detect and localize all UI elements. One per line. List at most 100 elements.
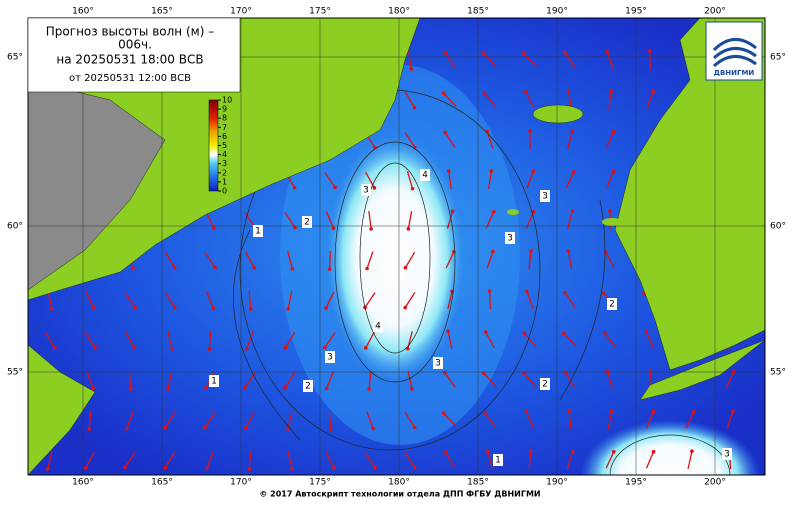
wave-arrow-head bbox=[483, 91, 487, 95]
wave-arrow-head bbox=[131, 267, 135, 271]
wave-arrow-head bbox=[413, 466, 417, 470]
lon-label: 165° bbox=[151, 478, 173, 488]
wave-arrow-head bbox=[204, 386, 208, 390]
wave-arrow-head bbox=[649, 369, 653, 373]
contour-label: 3 bbox=[542, 192, 548, 202]
lat-label: 65° bbox=[7, 53, 23, 63]
wave-arrow-head bbox=[243, 386, 247, 390]
wave-arrow-head bbox=[293, 186, 297, 190]
wave-arrow-head bbox=[248, 467, 252, 471]
wave-arrow-head bbox=[53, 346, 57, 350]
wave-arrow-head bbox=[564, 370, 568, 374]
wave-arrow-head bbox=[692, 410, 696, 414]
island bbox=[602, 218, 622, 226]
title-line: 006ч. bbox=[118, 38, 152, 52]
wave-arrow-head bbox=[731, 410, 735, 414]
wave-arrow-head bbox=[373, 186, 377, 190]
wave-arrow-head bbox=[291, 267, 295, 271]
wave-arrow-head bbox=[325, 387, 329, 391]
wave-arrow-head bbox=[451, 210, 455, 214]
contour-label: 2 bbox=[542, 380, 548, 390]
lon-label: 195° bbox=[625, 7, 647, 17]
wave-arrow-head bbox=[46, 467, 50, 471]
wave-arrow-head bbox=[524, 90, 528, 94]
wave-arrow-head bbox=[173, 306, 177, 310]
wave-arrow-head bbox=[93, 346, 97, 350]
wave-arrow-head bbox=[170, 347, 174, 351]
wave-arrow-head bbox=[407, 227, 411, 231]
wave-arrow-head bbox=[369, 227, 373, 231]
title-line: на 20250531 18:00 ВСВ bbox=[56, 53, 203, 67]
wave-arrow-head bbox=[602, 292, 606, 296]
wave-arrow-head bbox=[286, 307, 290, 311]
wave-arrow-head bbox=[166, 387, 170, 391]
lon-label: 160° bbox=[72, 7, 94, 17]
lon-label: 200° bbox=[704, 478, 726, 488]
wave-arrow-head bbox=[332, 226, 336, 230]
wave-arrow-head bbox=[367, 387, 371, 391]
wave-arrow-head bbox=[652, 450, 656, 454]
wave-arrow-head bbox=[125, 427, 129, 431]
wave-arrow-head bbox=[531, 170, 535, 174]
colorbar-label: 4 bbox=[222, 150, 227, 159]
island bbox=[507, 209, 519, 215]
colorbar-label: 2 bbox=[222, 168, 227, 177]
contour-label: 2 bbox=[609, 300, 615, 310]
contour-label: 3 bbox=[363, 186, 369, 196]
colorbar-label: 10 bbox=[222, 96, 232, 105]
wave-arrow-head bbox=[284, 346, 288, 350]
wave-arrow-head bbox=[442, 412, 446, 416]
wave-arrow-head bbox=[132, 346, 136, 350]
lat-label: 55° bbox=[7, 368, 23, 378]
lon-label: 165° bbox=[151, 7, 173, 17]
wave-arrow-head bbox=[443, 51, 447, 55]
island bbox=[533, 105, 583, 123]
wave-arrow-head bbox=[529, 249, 533, 253]
colorbar-label: 8 bbox=[222, 114, 227, 123]
lon-label: 190° bbox=[546, 7, 568, 17]
contour-label: 3 bbox=[327, 353, 333, 363]
colorbar bbox=[209, 100, 218, 191]
lon-label: 170° bbox=[230, 478, 252, 488]
wave-arrow-head bbox=[525, 290, 529, 294]
wave-arrow-head bbox=[610, 409, 614, 413]
wave-arrow-head bbox=[652, 410, 656, 414]
wave-arrow-head bbox=[444, 450, 448, 454]
colorbar-label: 7 bbox=[222, 123, 227, 132]
wave-arrow-head bbox=[528, 129, 532, 133]
lat-label: 60° bbox=[7, 222, 23, 232]
lon-label: 180° bbox=[388, 7, 410, 17]
wave-arrow-head bbox=[605, 50, 609, 54]
wave-arrow-head bbox=[490, 169, 494, 173]
wave-arrow-head bbox=[484, 330, 488, 334]
wave-arrow-head bbox=[333, 186, 337, 190]
wave-arrow-head bbox=[87, 427, 91, 431]
wave-arrow-head bbox=[443, 371, 447, 375]
lon-label: 185° bbox=[467, 478, 489, 488]
lon-label: 160° bbox=[72, 478, 94, 488]
wave-arrow-head bbox=[571, 450, 575, 454]
lon-label: 175° bbox=[309, 7, 331, 17]
wave-arrow-head bbox=[486, 449, 490, 453]
wave-arrow-head bbox=[442, 92, 446, 96]
wave-arrow-head bbox=[406, 347, 410, 351]
contour-label: 2 bbox=[305, 382, 311, 392]
wave-arrow-head bbox=[443, 131, 447, 135]
colorbar-label: 1 bbox=[222, 177, 227, 186]
logo-text: ДВНИГМИ bbox=[714, 69, 755, 77]
contour-label: 1 bbox=[495, 456, 501, 466]
wave-arrow-head bbox=[648, 49, 652, 53]
contour-label: 1 bbox=[255, 227, 261, 237]
lon-label: 185° bbox=[467, 7, 489, 17]
wave-arrow-head bbox=[91, 387, 95, 391]
wave-arrow-head bbox=[492, 210, 496, 214]
wave-arrow-head bbox=[332, 466, 336, 470]
wave-arrow-head bbox=[603, 331, 607, 335]
lon-label: 190° bbox=[546, 478, 568, 488]
wave-arrow-head bbox=[164, 466, 168, 470]
wave-arrow-head bbox=[404, 266, 408, 270]
wave-arrow-head bbox=[488, 289, 492, 293]
wave-arrow-head bbox=[447, 169, 451, 173]
